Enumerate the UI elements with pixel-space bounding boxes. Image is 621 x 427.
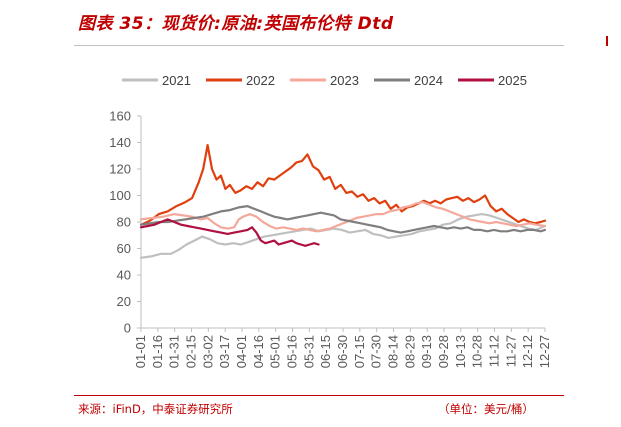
legend-label-2022: 2022 [246, 73, 275, 88]
x-tick-label: 02-15 [184, 335, 199, 368]
x-tick-label: 12-12 [520, 335, 535, 368]
x-tick-label: 06-30 [335, 335, 350, 368]
edge-marker [606, 36, 614, 46]
x-tick-label: 11-12 [487, 335, 502, 367]
legend-label-2024: 2024 [414, 73, 443, 88]
x-tick-label: 07-30 [369, 335, 384, 368]
chart-title: 图表 35：现货价:原油:英国布伦特 Dtd [78, 14, 394, 34]
x-tick-label: 01-01 [133, 335, 148, 368]
series-line-2021 [139, 213, 547, 259]
x-tick-label: 08-14 [386, 335, 401, 368]
x-tick-label: 05-31 [301, 335, 316, 368]
x-tick-label: 06-15 [318, 335, 333, 368]
series-line-2022 [139, 144, 547, 226]
y-tick-label: 140 [109, 135, 131, 150]
y-tick-label: 160 [109, 109, 131, 124]
y-tick-label: 40 [117, 268, 131, 283]
y-tick-label: 0 [124, 321, 131, 336]
x-tick-label: 05-01 [268, 335, 283, 368]
legend-label-2021: 2021 [162, 73, 191, 88]
x-tick-label: 09-13 [419, 335, 434, 368]
source-note: 来源：iFinD，中泰证券研究所 [78, 402, 233, 416]
x-tick-label: 12-27 [537, 335, 552, 368]
x-tick-label: 04-01 [234, 335, 249, 368]
x-tick-label: 08-29 [402, 335, 417, 368]
series-line-2025 [139, 218, 320, 247]
x-tick-label: 03-02 [200, 335, 215, 368]
x-tick-label: 11-27 [503, 335, 518, 367]
y-tick-label: 100 [109, 188, 131, 203]
unit-note: （单位：美元/桶） [438, 402, 534, 416]
x-tick-label: 09-28 [436, 335, 451, 368]
x-tick-label: 10-28 [470, 335, 485, 368]
y-tick-label: 80 [117, 215, 131, 230]
x-tick-label: 07-15 [352, 335, 367, 368]
y-tick-label: 120 [109, 162, 131, 177]
x-tick-label: 04-16 [251, 335, 266, 368]
footer-divider [74, 395, 564, 396]
x-tick-label: 01-16 [150, 335, 165, 368]
legend-label-2025: 2025 [498, 73, 527, 88]
title-divider [74, 45, 564, 46]
x-tick-label: 10-13 [453, 335, 468, 368]
legend-label-2023: 2023 [330, 73, 359, 88]
x-tick-label: 01-31 [167, 335, 182, 368]
y-tick-label: 20 [117, 294, 131, 309]
x-tick-label: 03-17 [217, 335, 232, 368]
y-tick-label: 60 [117, 241, 131, 256]
x-tick-label: 05-16 [285, 335, 300, 368]
series-line-2024 [139, 205, 547, 234]
